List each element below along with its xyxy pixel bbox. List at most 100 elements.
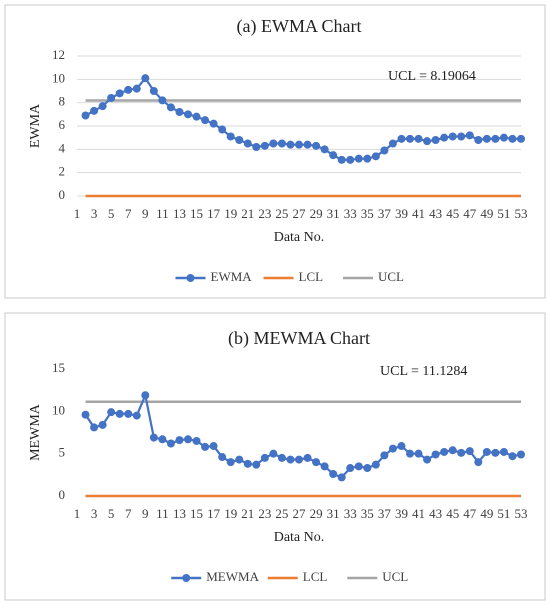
data-point <box>346 155 355 164</box>
data-point <box>192 436 201 445</box>
data-point <box>141 74 150 83</box>
data-point <box>235 136 244 144</box>
data-point <box>149 433 158 442</box>
data-point <box>252 143 261 151</box>
data-point <box>192 112 201 121</box>
x-tick-label: 33 <box>344 206 357 221</box>
legend-label: LCL <box>299 269 324 284</box>
data-point <box>457 132 466 141</box>
data-point <box>388 139 397 148</box>
data-point <box>406 134 414 143</box>
x-tick-label: 41 <box>412 206 425 221</box>
x-tick-label: 43 <box>429 506 442 521</box>
data-point <box>269 139 278 148</box>
series-line <box>85 76 521 161</box>
x-tick-label: 45 <box>446 506 459 521</box>
data-point <box>81 111 90 120</box>
chart-title: (a) EWMA Chart <box>237 16 362 37</box>
data-point <box>252 460 261 469</box>
x-tick-label: 39 <box>395 206 408 221</box>
chart-title: (b) MEWMA Chart <box>228 328 370 349</box>
data-point <box>371 460 380 469</box>
data-point <box>397 134 406 143</box>
y-tick-label: 2 <box>59 164 66 179</box>
data-point <box>184 110 192 119</box>
data-point <box>295 140 303 149</box>
legend-label: EWMA <box>211 269 253 284</box>
data-point <box>354 154 363 163</box>
data-point <box>132 84 141 93</box>
y-axis-title: MEWMA <box>28 403 43 461</box>
data-point <box>320 145 329 154</box>
x-tick-label: 5 <box>108 506 115 521</box>
legend-label: MEWMA <box>206 569 259 584</box>
x-tick-label: 11 <box>156 506 169 521</box>
x-tick-label: 1 <box>74 506 81 521</box>
x-tick-label: 21 <box>241 506 254 521</box>
x-tick-label: 49 <box>480 506 493 521</box>
data-point <box>380 451 389 460</box>
x-tick-label: 29 <box>310 506 323 521</box>
x-tick-label: 45 <box>446 206 459 221</box>
data-point <box>277 453 286 462</box>
x-axis-title: Data No. <box>274 230 325 245</box>
data-point <box>175 108 184 116</box>
data-point <box>124 409 133 418</box>
data-point <box>491 448 500 457</box>
data-point <box>431 136 440 144</box>
x-tick-label: 27 <box>293 506 307 521</box>
x-tick-label: 49 <box>480 206 493 221</box>
x-tick-label: 9 <box>142 506 149 521</box>
x-tick-label: 23 <box>258 506 271 521</box>
y-tick-label: 0 <box>59 187 66 202</box>
x-tick-label: 31 <box>327 506 340 521</box>
data-point <box>431 450 440 459</box>
data-point <box>440 447 449 456</box>
data-point <box>337 155 346 164</box>
data-point <box>312 141 321 150</box>
data-point <box>218 125 227 134</box>
data-point <box>303 140 312 149</box>
data-point <box>107 408 116 417</box>
data-point <box>303 453 312 462</box>
x-tick-label: 5 <box>108 206 115 221</box>
data-point <box>354 462 363 471</box>
data-point <box>508 452 517 461</box>
data-point <box>90 106 99 115</box>
annotation: UCL = 11.1284 <box>380 364 467 379</box>
y-tick-label: 0 <box>59 487 66 502</box>
x-tick-label: 15 <box>190 506 203 521</box>
x-tick-label: 31 <box>327 206 340 221</box>
data-point <box>90 423 99 432</box>
data-point <box>465 131 474 140</box>
x-tick-label: 9 <box>142 206 149 221</box>
data-point <box>98 420 107 429</box>
data-point <box>337 473 346 482</box>
y-tick-label: 10 <box>52 70 65 85</box>
data-point <box>346 464 355 473</box>
x-tick-label: 53 <box>515 206 528 221</box>
data-point <box>158 96 167 105</box>
data-point <box>440 133 449 142</box>
y-tick-label: 10 <box>52 402 65 417</box>
data-point <box>260 141 269 150</box>
data-point <box>201 116 210 125</box>
legend-marker <box>182 574 191 582</box>
x-tick-label: 41 <box>412 506 425 521</box>
legend-label: LCL <box>303 569 328 584</box>
data-point <box>132 411 141 420</box>
data-point <box>448 446 457 455</box>
data-point <box>175 436 184 445</box>
data-point <box>320 462 329 471</box>
data-point <box>166 439 175 448</box>
x-tick-label: 37 <box>378 206 392 221</box>
x-tick-label: 33 <box>344 506 357 521</box>
x-tick-label: 1 <box>74 206 81 221</box>
data-point <box>406 449 414 458</box>
x-tick-label: 13 <box>173 506 186 521</box>
data-point <box>517 134 525 143</box>
data-point <box>414 449 423 458</box>
x-tick-label: 7 <box>125 506 132 521</box>
data-point <box>491 134 500 143</box>
